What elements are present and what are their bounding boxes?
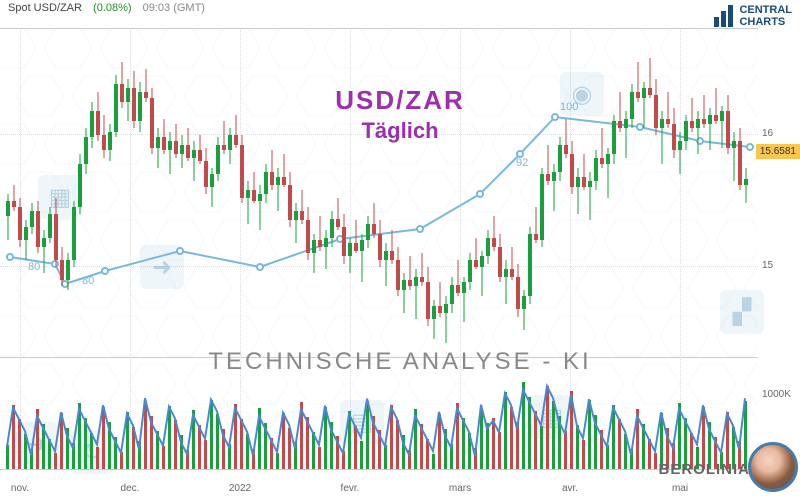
instrument-label: Spot USD/ZAR — [8, 2, 82, 14]
volume-chart[interactable] — [0, 380, 758, 470]
assistant-avatar-icon[interactable] — [748, 442, 798, 492]
volume-line — [0, 380, 758, 469]
last-price-tag: 15.6581 — [756, 144, 800, 159]
logo-bars-icon — [714, 5, 733, 27]
chart-header: Spot USD/ZAR (0.08%) 09:03 (GMT) — [8, 2, 213, 14]
logo-text: CENTRALCHARTS — [739, 4, 792, 28]
analysis-banner: TECHNISCHE ANALYSE - KI — [208, 348, 591, 376]
brand-label: BEROLINIA — [659, 461, 751, 478]
pair-title: USD/ZAR — [335, 85, 465, 116]
provider-logo: CENTRALCHARTS — [714, 4, 792, 28]
candlesticks — [0, 29, 758, 357]
y-axis-price: 1516 — [758, 28, 800, 358]
timeframe-subtitle: Täglich — [361, 118, 438, 144]
change-pct: (0.08%) — [93, 2, 132, 14]
x-axis: nov.dec.2022fevr.marsavr.mai — [0, 480, 758, 500]
timestamp: 09:03 (GMT) — [143, 2, 205, 14]
price-chart[interactable]: 808092100 — [0, 28, 758, 358]
